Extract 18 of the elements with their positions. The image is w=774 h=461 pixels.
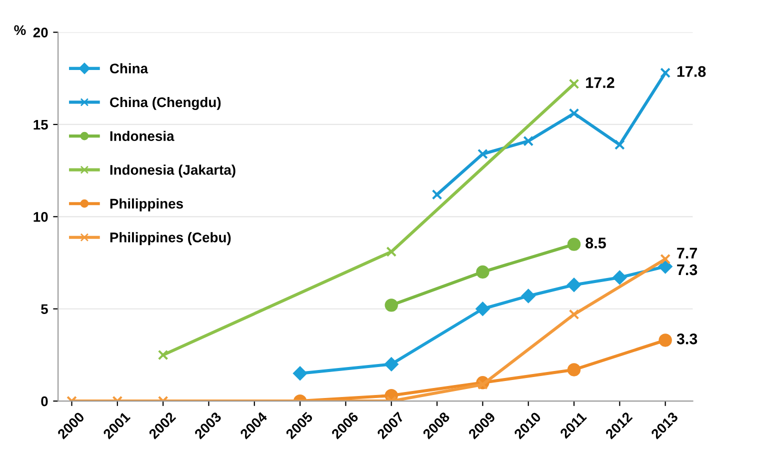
y-tick-label: 20 (33, 28, 48, 38)
legend-label: Philippines (Cebu) (110, 232, 231, 246)
data-label: 3.3 (676, 334, 698, 344)
legend-label: Philippines (110, 198, 183, 212)
y-tick-label: 10 (34, 212, 48, 222)
y-tick-label: 5 (41, 304, 48, 314)
legend-label: China (Chengdu) (110, 96, 221, 110)
legend-label: Indonesia (110, 130, 174, 142)
y-tick-label: 15 (34, 120, 48, 130)
data-label: 8.5 (586, 238, 606, 248)
y-axis-title: % (14, 25, 26, 36)
y-tick-label: 0 (41, 396, 48, 406)
legend-label: Indonesia (Jakarta) (110, 164, 236, 178)
data-label: 7.7 (677, 248, 698, 258)
legend-label: China (110, 63, 148, 74)
data-label: 17.2 (586, 77, 614, 88)
data-label: 7.3 (677, 264, 698, 276)
data-label: 17.8 (677, 66, 706, 77)
